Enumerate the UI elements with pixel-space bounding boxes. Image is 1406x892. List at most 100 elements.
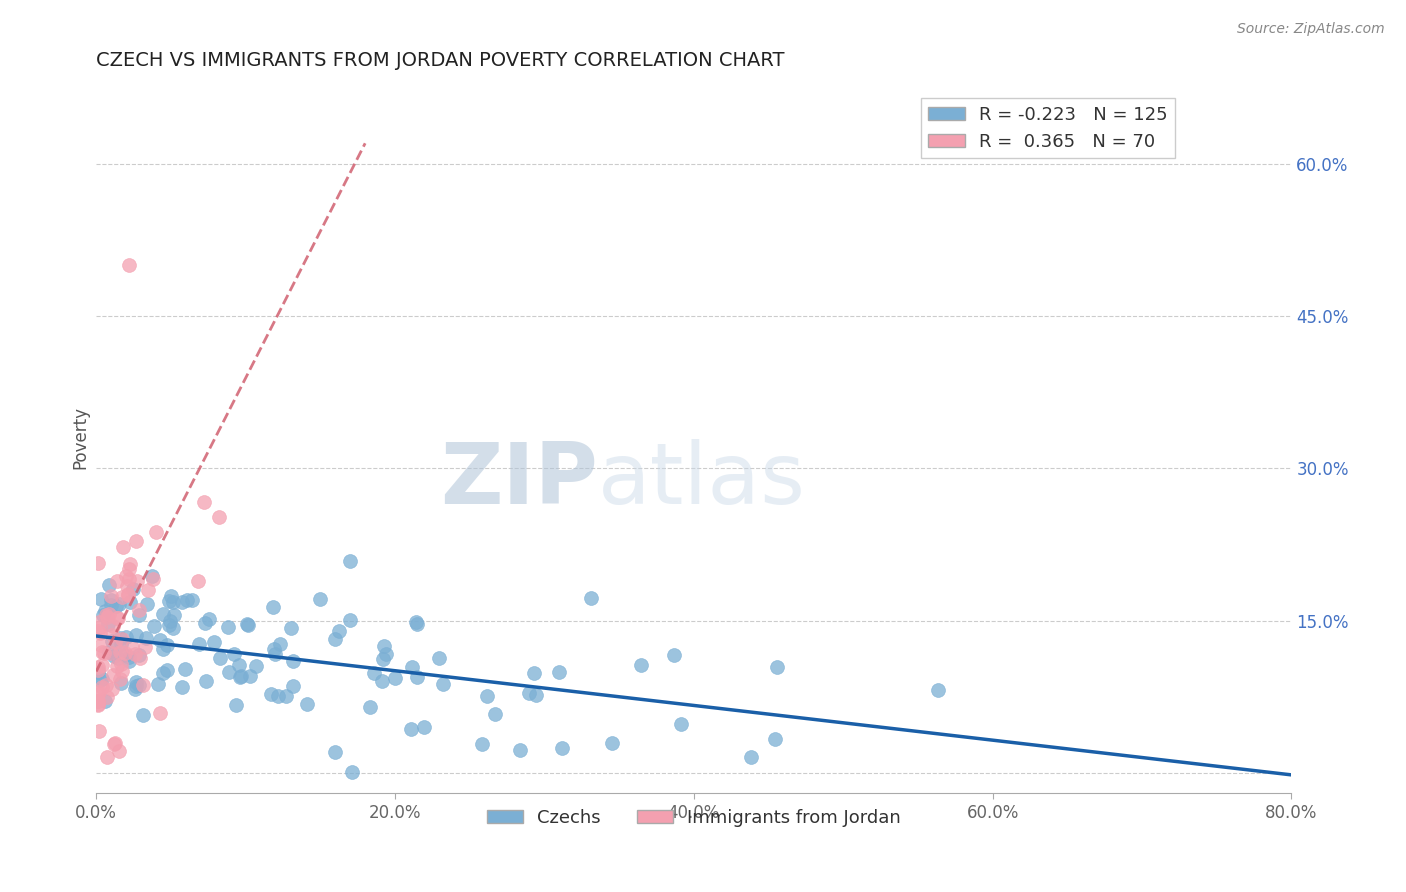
Point: [117, 587, 139, 601]
Point: [86, 556, 108, 570]
Point: [281, 679, 304, 693]
Point: [149, 632, 172, 647]
Point: [371, 652, 394, 666]
Point: [156, 663, 179, 677]
Point: [125, 674, 148, 689]
Point: [524, 688, 547, 702]
Point: [111, 632, 134, 646]
Point: [105, 658, 128, 673]
Point: [105, 574, 128, 588]
Point: [118, 649, 141, 664]
Point: [98, 578, 121, 592]
Point: [93, 646, 115, 660]
Point: [94, 693, 117, 707]
Point: [224, 647, 246, 661]
Point: [401, 660, 423, 674]
Text: atlas: atlas: [598, 439, 806, 522]
Point: [195, 674, 218, 689]
Point: [105, 599, 128, 613]
Point: [157, 617, 180, 632]
Point: [94, 604, 117, 618]
Point: [384, 671, 406, 685]
Point: [86, 664, 108, 678]
Point: [340, 764, 363, 779]
Point: [193, 615, 215, 630]
Point: [89, 615, 111, 629]
Point: [263, 647, 285, 661]
Point: [413, 720, 436, 734]
Point: [131, 707, 153, 722]
Point: [86, 694, 108, 708]
Point: [96, 690, 118, 704]
Point: [170, 595, 193, 609]
Point: [173, 662, 195, 676]
Point: [98, 645, 121, 659]
Point: [405, 617, 427, 632]
Point: [87, 694, 110, 708]
Point: [180, 593, 202, 607]
Point: [245, 659, 267, 673]
Point: [121, 582, 143, 597]
Point: [86, 660, 108, 674]
Point: [91, 645, 114, 659]
Point: [89, 673, 111, 687]
Point: [152, 642, 174, 657]
Point: [198, 612, 221, 626]
Point: [763, 731, 786, 746]
Point: [475, 689, 498, 703]
Point: [135, 631, 157, 645]
Point: [159, 589, 181, 603]
Point: [136, 583, 159, 598]
Point: [630, 658, 652, 673]
Point: [110, 676, 132, 690]
Point: [309, 592, 332, 607]
Point: [118, 557, 141, 571]
Point: [339, 614, 361, 628]
Point: [176, 593, 198, 607]
Point: [269, 637, 291, 651]
Point: [89, 620, 111, 634]
Point: [740, 750, 762, 764]
Point: [114, 631, 136, 645]
Point: [124, 682, 146, 697]
Point: [363, 666, 385, 681]
Point: [110, 637, 132, 651]
Point: [152, 607, 174, 621]
Point: [141, 569, 163, 583]
Point: [145, 524, 167, 539]
Point: [110, 645, 132, 659]
Point: [218, 665, 240, 679]
Point: [100, 598, 122, 612]
Point: [108, 672, 131, 686]
Point: [339, 554, 361, 568]
Point: [118, 572, 141, 586]
Point: [91, 680, 114, 694]
Point: [149, 706, 172, 720]
Point: [600, 736, 623, 750]
Point: [89, 685, 111, 699]
Point: [225, 698, 247, 712]
Point: [100, 682, 122, 697]
Point: [100, 628, 122, 642]
Point: [217, 620, 239, 634]
Point: [267, 689, 290, 703]
Point: [263, 641, 285, 656]
Point: [125, 628, 148, 642]
Point: [187, 574, 209, 589]
Point: [228, 657, 250, 672]
Point: [117, 588, 139, 602]
Point: [399, 722, 422, 736]
Point: [238, 618, 260, 632]
Point: [581, 591, 603, 606]
Legend: Czechs, Immigrants from Jordan: Czechs, Immigrants from Jordan: [479, 802, 908, 834]
Point: [111, 590, 134, 604]
Point: [105, 610, 128, 624]
Point: [86, 624, 108, 638]
Point: [135, 597, 157, 611]
Point: [100, 589, 122, 603]
Point: [100, 633, 122, 648]
Point: [114, 569, 136, 583]
Point: [86, 665, 108, 679]
Point: [427, 650, 450, 665]
Point: [101, 619, 124, 633]
